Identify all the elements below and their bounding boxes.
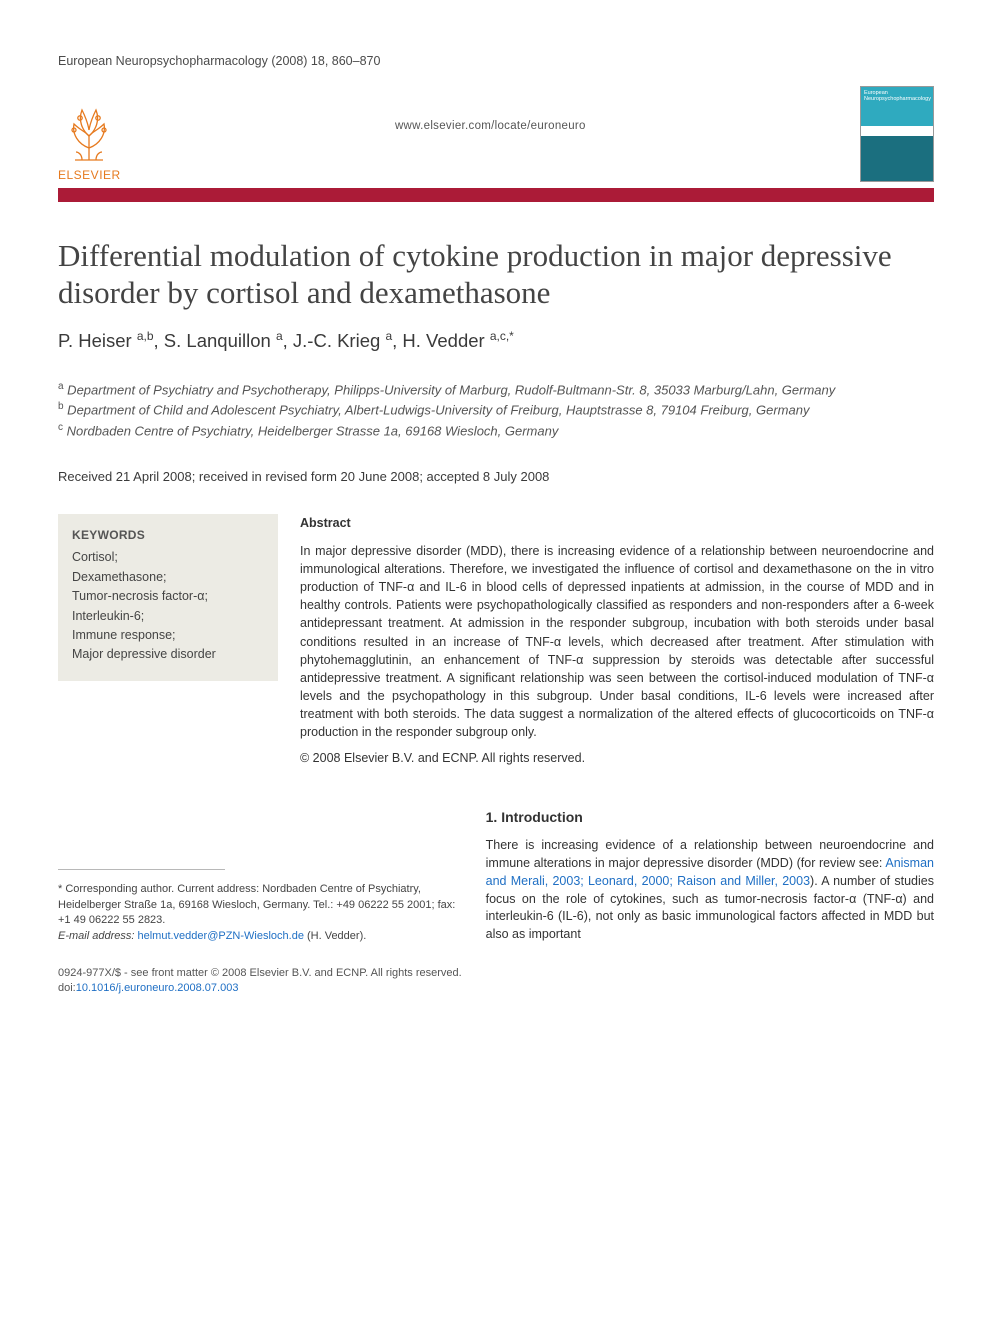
citation-link[interactable]: Anisman and Merali, 2003; Leonard, 2000;… [486, 856, 934, 888]
keyword-item: Cortisol; [72, 548, 264, 567]
keyword-item: Dexamethasone; [72, 568, 264, 587]
introduction-heading: 1. Introduction [486, 809, 934, 825]
paper-page: European Neuropsychopharmacology (2008) … [0, 0, 992, 1037]
keywords-heading: KEYWORDS [72, 526, 264, 545]
footer: 0924-977X/$ - see front matter © 2008 El… [58, 966, 934, 997]
corresponding-email-line: E-mail address: helmut.vedder@PZN-Wieslo… [58, 929, 456, 944]
abstract-copyright: © 2008 Elsevier B.V. and ECNP. All right… [300, 749, 934, 767]
abstract-body: In major depressive disorder (MDD), ther… [300, 542, 934, 741]
corresponding-note-text: * Corresponding author. Current address:… [58, 882, 456, 928]
journal-url[interactable]: www.elsevier.com/locate/euroneuro [395, 120, 586, 132]
keyword-item: Immune response; [72, 626, 264, 645]
journal-reference: European Neuropsychopharmacology (2008) … [58, 54, 934, 68]
keyword-item: Major depressive disorder [72, 645, 264, 664]
publisher-name: ELSEVIER [58, 168, 121, 182]
keywords-box: KEYWORDS Cortisol;Dexamethasone;Tumor-ne… [58, 514, 278, 681]
right-column: 1. Introduction There is increasing evid… [486, 809, 934, 944]
front-matter-line: 0924-977X/$ - see front matter © 2008 El… [58, 966, 934, 981]
keywords-list: Cortisol;Dexamethasone;Tumor-necrosis fa… [72, 548, 264, 664]
article-title: Differential modulation of cytokine prod… [58, 238, 934, 311]
header-bar: ELSEVIER www.elsevier.com/locate/euroneu… [58, 86, 934, 202]
abstract-block: Abstract In major depressive disorder (M… [300, 514, 934, 768]
doi-label: doi: [58, 982, 76, 994]
keyword-item: Tumor-necrosis factor-α; [72, 587, 264, 606]
corresponding-author-note: * Corresponding author. Current address:… [58, 882, 456, 944]
journal-cover-title: European Neuropsychopharmacology [864, 90, 933, 102]
abstract-row: KEYWORDS Cortisol;Dexamethasone;Tumor-ne… [58, 514, 934, 768]
footnote-divider [58, 869, 225, 870]
doi-link[interactable]: 10.1016/j.euroneuro.2008.07.003 [76, 982, 239, 994]
elsevier-tree-icon [58, 100, 120, 166]
corresponding-email[interactable]: helmut.vedder@PZN-Wiesloch.de [137, 930, 303, 942]
keyword-item: Interleukin-6; [72, 607, 264, 626]
abstract-heading: Abstract [300, 514, 934, 532]
journal-cover-thumb: European Neuropsychopharmacology [860, 86, 934, 182]
two-column-section: * Corresponding author. Current address:… [58, 809, 934, 944]
elsevier-logo: ELSEVIER [58, 100, 121, 182]
email-who: (H. Vedder). [304, 930, 366, 942]
author-list: P. Heiser a,b, S. Lanquillon a, J.-C. Kr… [58, 329, 934, 352]
article-dates: Received 21 April 2008; received in revi… [58, 469, 934, 484]
affiliations: a Department of Psychiatry and Psychothe… [58, 380, 934, 441]
left-column: * Corresponding author. Current address:… [58, 809, 456, 944]
email-label: E-mail address: [58, 930, 134, 942]
doi-line: doi:10.1016/j.euroneuro.2008.07.003 [58, 981, 934, 996]
introduction-text: There is increasing evidence of a relati… [486, 837, 934, 944]
